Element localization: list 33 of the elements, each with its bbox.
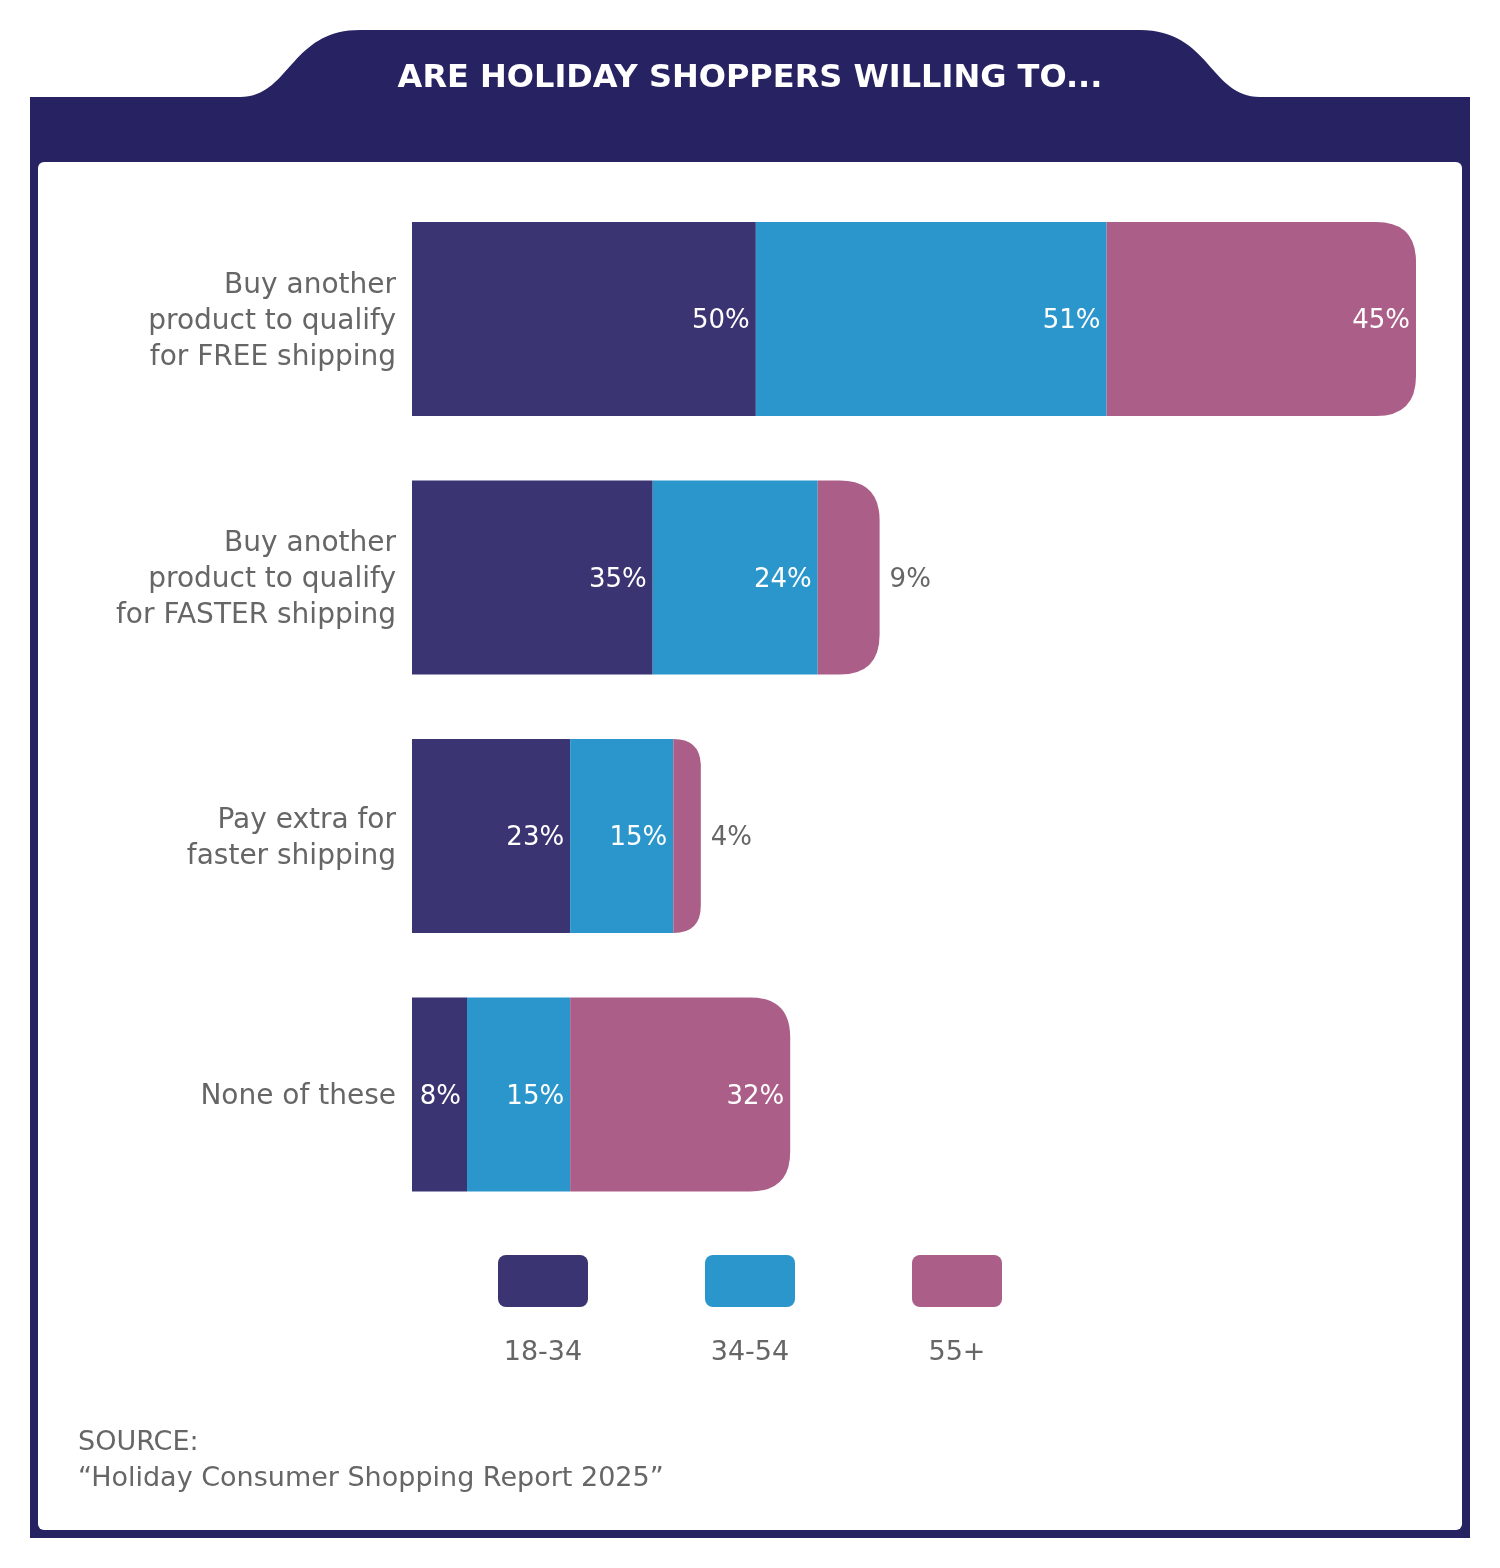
data-label: 8% (419, 1079, 462, 1110)
data-label: 50% (692, 304, 750, 334)
data-label: 23% (506, 821, 565, 851)
data-label: 32% (726, 1079, 785, 1110)
bar (412, 739, 571, 933)
y-tick-label: None of these (200, 1078, 396, 1111)
bar (652, 480, 818, 675)
legend-label: 34-54 (710, 1334, 790, 1366)
data-label: 35% (588, 562, 647, 593)
bar (570, 739, 674, 933)
bar (1106, 222, 1416, 416)
data-label: 45% (1352, 304, 1410, 334)
bar (673, 739, 701, 933)
data-label: 15% (506, 1079, 565, 1110)
bar (755, 222, 1107, 416)
y-tick-label: Buy another product to qualify for FASTER shipping (116, 525, 397, 630)
chart-title: ARE HOLIDAY SHOPPERS WILLING TO... (397, 57, 1103, 95)
legend-label: 18-34 (503, 1334, 583, 1366)
y-tick-label: Buy another product to qualify for FREE shipping (148, 266, 397, 372)
data-label: 15% (609, 821, 668, 851)
data-label: 51% (1042, 304, 1101, 334)
legend-label: 55+ (928, 1334, 986, 1366)
bar (412, 222, 756, 416)
bar (412, 997, 468, 1192)
data-label: 4% (710, 821, 753, 851)
bar (412, 480, 653, 675)
source-note: SOURCE: “Holiday Consumer Shopping Report 2025” (78, 1424, 664, 1492)
data-label: 24% (753, 562, 812, 593)
y-tick-label: Pay extra for faster shipping (186, 801, 397, 871)
bar (467, 997, 571, 1192)
bar (570, 997, 791, 1192)
bar (817, 480, 880, 675)
data-label: 9% (889, 562, 931, 593)
